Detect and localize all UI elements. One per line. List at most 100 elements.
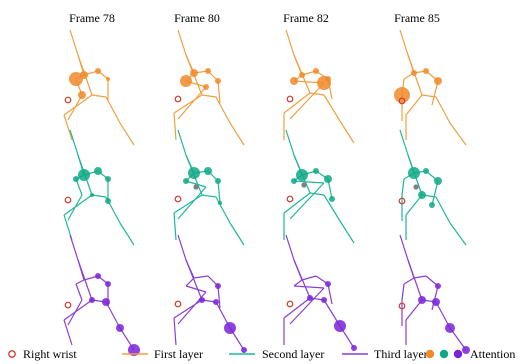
attention-dot <box>215 178 221 184</box>
attention-dot <box>215 283 221 289</box>
right-wrist-legend-marker <box>8 350 16 358</box>
attention-dot <box>78 91 86 99</box>
highlight-joint <box>413 184 419 190</box>
right-wrist-marker <box>286 95 294 103</box>
skeleton-bone <box>201 194 217 198</box>
attention-dot <box>215 78 221 84</box>
skeleton-bone <box>339 120 355 144</box>
skeleton-bone <box>285 234 295 261</box>
skeleton-bone <box>405 299 423 321</box>
attention-dot <box>434 177 442 185</box>
attention-dot <box>213 299 219 305</box>
attention-dot <box>429 202 435 208</box>
attention-dot <box>89 297 95 303</box>
attention-dot <box>307 295 313 301</box>
attention-dot <box>411 70 417 76</box>
skeleton-bone <box>403 277 415 285</box>
attention-dot <box>106 77 110 81</box>
skeleton-bone <box>293 259 311 299</box>
skeleton-second-layer-frame-2 <box>283 129 355 244</box>
attention-dot <box>116 324 124 332</box>
attention-legend-dot-teal <box>439 349 449 359</box>
skeleton-bone <box>173 212 177 241</box>
attention-dot <box>183 178 189 184</box>
attention-legend-dot-orange <box>425 349 435 359</box>
skeleton-bone <box>177 291 207 325</box>
skeleton-bone <box>289 182 325 220</box>
skeleton-bone <box>301 275 317 281</box>
skeleton-bone <box>405 94 423 116</box>
attention-dot <box>313 168 319 174</box>
skeleton-bone <box>177 29 187 56</box>
attention-dot <box>218 201 222 205</box>
skeleton-bone <box>289 287 325 325</box>
attention-dot <box>394 87 410 103</box>
right-wrist-marker <box>286 300 294 308</box>
skeleton-third-layer-frame-2 <box>283 234 357 351</box>
right-wrist-marker <box>174 195 182 203</box>
attention-dot <box>291 178 297 184</box>
skeleton-bone <box>323 194 341 222</box>
attention-dot <box>105 176 111 182</box>
frame-title-82: Frame 82 <box>283 11 329 25</box>
skeleton-bone <box>431 285 439 311</box>
skeleton-bone <box>173 94 203 114</box>
attention-dot <box>105 198 111 204</box>
skeleton-bone <box>69 234 79 261</box>
skeleton-bone <box>185 259 203 301</box>
attention-dot <box>94 167 102 175</box>
attention-dot <box>423 168 429 174</box>
skeleton-bone <box>193 275 209 279</box>
right-wrist-marker <box>64 196 72 204</box>
attention-dot <box>188 167 200 179</box>
skeleton-bone <box>431 180 439 206</box>
skeleton-bone <box>201 94 217 98</box>
skeleton-bone <box>431 80 439 106</box>
attention-dot <box>205 68 211 74</box>
skeleton-bone <box>63 194 93 216</box>
attention-dot <box>105 281 111 287</box>
skeleton-second-layer-frame-1 <box>173 129 245 246</box>
skeleton-bone <box>405 194 423 216</box>
attention-dot <box>418 191 426 199</box>
attention-dot <box>224 322 236 334</box>
skeleton-bone <box>283 92 311 114</box>
skeleton-second-layer-frame-3 <box>398 129 467 246</box>
attention-legend-dot-purple <box>453 349 463 359</box>
attention-dot <box>445 323 455 333</box>
skeleton-bone <box>327 283 333 305</box>
skeleton-bone <box>435 96 451 124</box>
skeleton-bone <box>217 80 221 104</box>
right-wrist-marker <box>398 302 406 310</box>
skeleton-bone <box>63 299 93 321</box>
highlight-joint <box>301 182 307 188</box>
attention-dot <box>408 167 420 179</box>
skeleton-bone <box>449 222 467 246</box>
skeleton-bone <box>217 285 221 309</box>
attention-dot <box>95 273 101 279</box>
frame-title-85: Frame 85 <box>394 11 440 25</box>
attention-dot <box>321 297 327 303</box>
skeleton-third-layer-frame-0 <box>63 234 140 356</box>
skeleton-bone <box>177 234 187 261</box>
skeleton-bone <box>229 222 245 246</box>
attention-dot <box>313 68 319 74</box>
skeleton-bone <box>177 129 187 156</box>
skeleton-bone <box>293 180 325 184</box>
skeleton-bone <box>401 178 405 196</box>
attention-dot <box>95 68 101 74</box>
skeleton-bone <box>185 277 195 287</box>
attention-dot <box>299 72 305 78</box>
skeleton-bone <box>105 96 121 124</box>
skeleton-bone <box>421 94 437 98</box>
skeleton-bone <box>283 297 311 319</box>
skeleton-bone <box>185 180 207 188</box>
attention-dot <box>324 175 332 183</box>
skeleton-bone <box>229 122 245 146</box>
right-wrist-marker <box>286 195 294 203</box>
attention-dot <box>423 68 429 74</box>
skeleton-bone <box>69 129 79 156</box>
skeleton-bone <box>285 129 295 156</box>
skeleton-first-layer-frame-3 <box>394 29 467 146</box>
attention-dot <box>290 77 298 85</box>
